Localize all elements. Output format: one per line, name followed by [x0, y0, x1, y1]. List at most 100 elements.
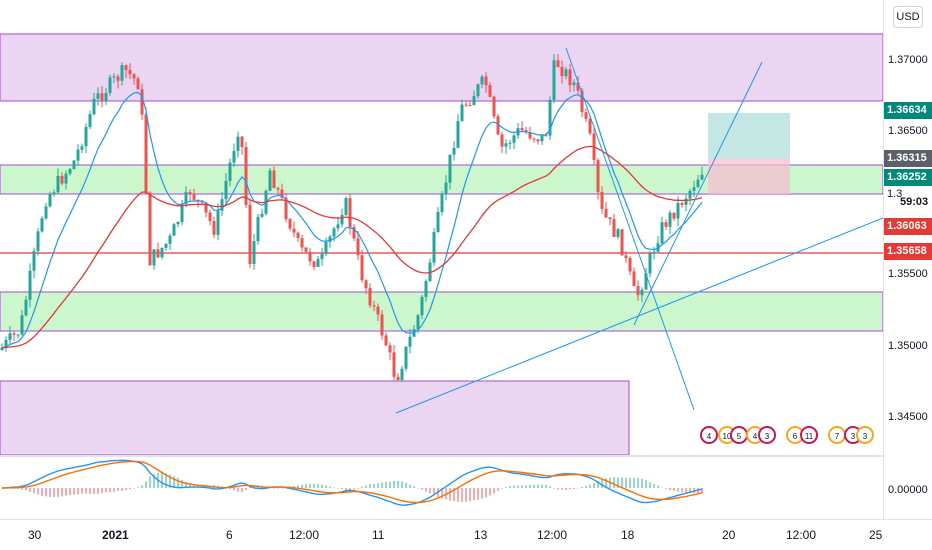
candle-body — [296, 232, 300, 239]
candle-body — [220, 199, 224, 211]
candle-body — [16, 334, 20, 336]
economic-event-icon[interactable]: 3 — [856, 426, 874, 444]
candle-body — [56, 175, 60, 193]
candle-body — [304, 247, 308, 252]
histogram-bar — [25, 488, 27, 491]
histogram-bar — [273, 488, 275, 489]
economic-event-icon[interactable]: 3 — [758, 426, 776, 444]
histogram-bar — [537, 484, 539, 488]
trendline-breakout[interactable] — [633, 61, 763, 326]
candle-body — [204, 202, 208, 213]
macd-pane[interactable] — [0, 457, 883, 519]
candle-body — [640, 289, 644, 296]
candle-body — [8, 333, 12, 340]
candle-body — [676, 203, 680, 219]
candle-body — [628, 258, 632, 272]
candle-body — [216, 210, 220, 235]
candle-body — [624, 255, 628, 259]
candle-body — [376, 306, 380, 315]
candle-body — [464, 104, 468, 106]
moving-average-slow[interactable] — [1, 145, 703, 349]
histogram-bar — [165, 473, 167, 488]
candle-body — [28, 270, 32, 300]
candle-body — [636, 285, 640, 296]
candle-body — [308, 251, 312, 262]
candle-body — [48, 194, 52, 207]
candle-body — [132, 74, 136, 79]
candle-body — [120, 65, 124, 81]
trendline-falling-channel[interactable] — [565, 47, 695, 411]
candle-body — [40, 218, 44, 232]
candle-body — [664, 222, 668, 227]
macd-canvas[interactable] — [0, 457, 883, 519]
histogram-bar — [357, 488, 359, 489]
moving-average-fast[interactable] — [1, 91, 703, 349]
histogram-bar — [649, 482, 651, 488]
economic-event-icon[interactable]: 4 — [700, 426, 718, 444]
economic-event-icon[interactable]: 7 — [828, 426, 846, 444]
histogram-bar — [145, 481, 147, 488]
price-chart-canvas[interactable] — [0, 0, 883, 455]
candle-body — [396, 376, 400, 380]
candle-body — [580, 90, 584, 113]
histogram-bar — [409, 484, 411, 488]
histogram-bar — [29, 488, 31, 492]
candle-body — [332, 228, 336, 237]
candle-body — [212, 221, 216, 235]
candle-body — [324, 241, 328, 254]
trendline-rising-long[interactable] — [395, 217, 883, 414]
support-zone-green-lower[interactable] — [0, 291, 883, 332]
candle-body — [484, 76, 488, 86]
histogram-bar — [425, 488, 427, 492]
histogram-bar — [637, 477, 639, 488]
candle-body — [24, 299, 28, 316]
histogram-bar — [421, 488, 423, 490]
histogram-bar — [449, 488, 451, 501]
candle-body — [488, 85, 492, 97]
histogram-bar — [641, 478, 643, 488]
histogram-bar — [621, 477, 623, 488]
time-label: 25 — [869, 528, 883, 542]
candle-body — [540, 135, 544, 142]
candle-body — [528, 132, 532, 139]
histogram-bar — [105, 488, 107, 493]
price-chart-pane[interactable]: 4 10 5 4 3 6 11 7 3 3 — [0, 0, 883, 455]
histogram-bar — [529, 484, 531, 488]
histogram-bar — [49, 488, 51, 498]
histogram-bar — [17, 488, 19, 489]
pane-separator[interactable] — [0, 455, 932, 457]
histogram-bar — [557, 488, 559, 490]
candle-body — [256, 216, 260, 242]
time-label: 20 — [722, 528, 736, 542]
histogram-bar — [517, 485, 519, 488]
candle-body — [232, 150, 236, 163]
demand-zone-bottom[interactable] — [0, 380, 630, 455]
candle-body — [672, 212, 676, 219]
long-position-stop[interactable] — [708, 159, 790, 194]
histogram-bar — [509, 486, 511, 488]
currency-button[interactable]: USD — [893, 6, 923, 28]
histogram-bar — [689, 488, 691, 493]
candle-body — [228, 162, 232, 181]
histogram-bar — [205, 485, 207, 488]
candle-body — [148, 192, 152, 266]
histogram-bar — [177, 477, 179, 488]
histogram-bar — [413, 486, 415, 488]
histogram-bar — [85, 488, 87, 494]
candle-body — [520, 128, 524, 131]
time-axis[interactable]: 30 2021 6 12:00 11 13 12:00 18 20 12:00 … — [0, 519, 932, 550]
resistance-zone-top[interactable] — [0, 33, 883, 102]
histogram-bar — [77, 488, 79, 495]
long-position-target[interactable] — [708, 113, 790, 159]
candle-body — [20, 315, 24, 335]
histogram-bar — [433, 488, 435, 496]
signal-line — [2, 460, 703, 504]
economic-event-icon[interactable]: 11 — [800, 426, 818, 444]
macd-zero-tick: 0.00000 — [888, 484, 928, 496]
histogram-bar — [101, 488, 103, 494]
candle-body — [252, 241, 256, 265]
histogram-bar — [353, 488, 355, 490]
histogram-bar — [633, 477, 635, 488]
candle-body — [388, 345, 392, 353]
candle-body — [696, 179, 700, 188]
